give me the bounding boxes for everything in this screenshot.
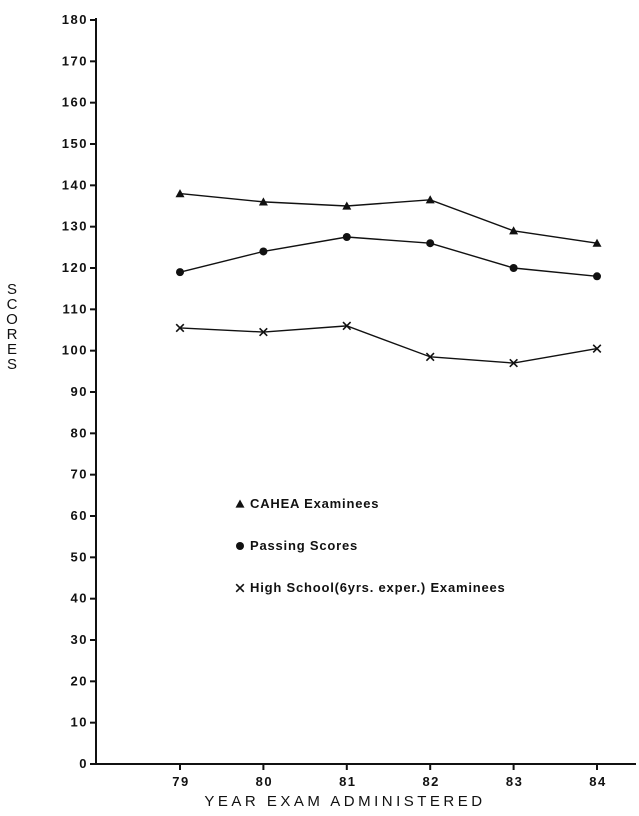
series-line [180, 326, 597, 363]
legend-marker-triangle [236, 500, 245, 508]
y-tick-label: 180 [62, 12, 88, 27]
x-tick-label: 84 [589, 774, 606, 789]
x-tick-label: 82 [422, 774, 439, 789]
y-tick-label: 160 [62, 95, 88, 110]
y-tick-label: 60 [71, 508, 88, 523]
y-tick-label: 90 [71, 384, 88, 399]
series-x [176, 322, 601, 367]
y-tick-label: 130 [62, 219, 88, 234]
series-triangle [176, 189, 602, 247]
y-tick-label: 80 [71, 425, 88, 440]
y-axis-title-letter: S [7, 356, 17, 373]
legend-marker-circle [236, 542, 244, 550]
y-tick-label: 120 [62, 260, 88, 275]
y-tick-label: 110 [63, 301, 88, 316]
y-tick-label: 30 [71, 632, 88, 647]
y-tick-label: 10 [71, 715, 88, 730]
data-point [176, 189, 185, 197]
y-tick-label: 170 [62, 53, 88, 68]
y-tick-label: 40 [71, 591, 88, 606]
x-tick-label: 80 [256, 774, 273, 789]
data-point [593, 272, 601, 280]
y-tick-label: 100 [62, 343, 88, 358]
series-line [180, 194, 597, 244]
y-tick-label: 70 [71, 467, 88, 482]
data-point [510, 264, 518, 272]
legend-marker-x [236, 584, 244, 592]
series-circle [176, 233, 601, 280]
y-tick-label: 0 [79, 756, 88, 771]
legend: CAHEA Examinees Passing Scores High School… [236, 496, 506, 595]
y-tick-label: 140 [62, 177, 88, 192]
y-tick-label: 50 [71, 549, 88, 564]
x-tick-label: 83 [506, 774, 523, 789]
y-tick-label: 150 [62, 136, 88, 151]
legend-label: Passing Scores [250, 538, 358, 553]
x-tick-label: 79 [172, 774, 189, 789]
legend-label: High School(6yrs. exper.) Examinees [250, 580, 506, 595]
legend-label: CAHEA Examinees [250, 496, 379, 511]
y-axis: 0 10 20 30 40 50 60 70 80 90 100 110 120 130 140 150 160… [62, 12, 96, 771]
x-tick-label: 81 [339, 774, 356, 789]
x-axis: 79 80 81 82 83 84 [96, 764, 636, 789]
data-point [176, 268, 184, 276]
x-axis-title: YEAR EXAM ADMINISTERED [204, 793, 485, 810]
data-point [259, 247, 267, 255]
data-point [343, 233, 351, 241]
series-line [180, 237, 597, 276]
y-tick-label: 20 [71, 673, 88, 688]
series-lines [176, 189, 602, 367]
data-point [426, 239, 434, 247]
